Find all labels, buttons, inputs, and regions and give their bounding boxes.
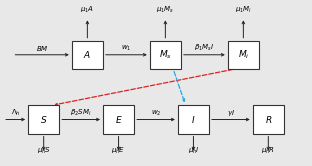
Text: $\mu_h S$: $\mu_h S$ — [37, 146, 51, 156]
Text: $w_1$: $w_1$ — [121, 44, 132, 53]
Text: $M_i$: $M_i$ — [238, 48, 249, 61]
Text: $R$: $R$ — [265, 114, 272, 125]
FancyBboxPatch shape — [228, 41, 259, 69]
Text: $\beta_1 M_s I$: $\beta_1 M_s I$ — [194, 43, 215, 53]
FancyBboxPatch shape — [72, 41, 103, 69]
Text: $\beta_2 SM_i$: $\beta_2 SM_i$ — [70, 107, 92, 118]
Text: $S$: $S$ — [40, 114, 47, 125]
Text: $\Lambda_h$: $\Lambda_h$ — [11, 107, 20, 118]
Text: $I$: $I$ — [191, 114, 196, 125]
FancyBboxPatch shape — [103, 105, 134, 134]
Text: $\mu_h E$: $\mu_h E$ — [111, 146, 126, 156]
Text: $\mu_1 M_s$: $\mu_1 M_s$ — [156, 5, 174, 15]
Text: $\mu_1 A$: $\mu_1 A$ — [80, 5, 95, 15]
Text: $\mu_h R$: $\mu_h R$ — [261, 146, 275, 156]
FancyBboxPatch shape — [253, 105, 284, 134]
Text: $M_s$: $M_s$ — [159, 48, 172, 61]
Text: $\gamma I$: $\gamma I$ — [227, 108, 235, 118]
Text: $\mu_1 M_i$: $\mu_1 M_i$ — [235, 5, 252, 15]
Text: $w_2$: $w_2$ — [151, 108, 161, 118]
FancyBboxPatch shape — [150, 41, 181, 69]
Text: $A$: $A$ — [83, 49, 91, 60]
Text: $\mu_h I$: $\mu_h I$ — [188, 146, 199, 156]
Text: $BM$: $BM$ — [36, 44, 48, 53]
Text: $E$: $E$ — [115, 114, 122, 125]
FancyBboxPatch shape — [28, 105, 59, 134]
FancyBboxPatch shape — [178, 105, 209, 134]
